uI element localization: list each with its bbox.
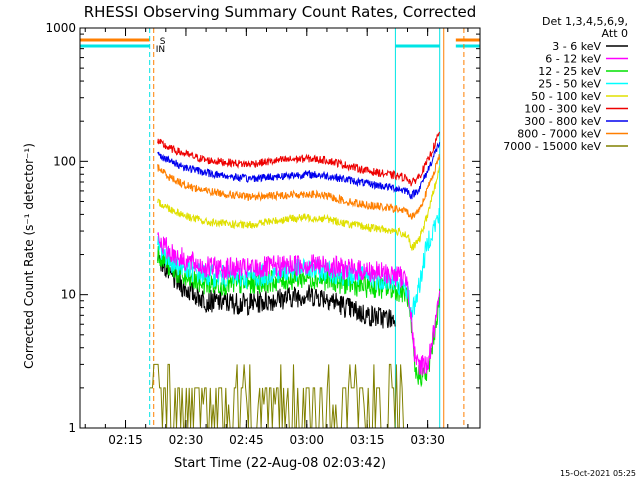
axes: 1 10 100 1000 02:15 02:30 02:45 03:00 03:15 03:30 [45,21,480,447]
x-tick-label: 02:30 [169,433,204,447]
legend-header-line-2: Att 0 [602,27,628,40]
legend-entry-label: 3 - 6 keV [552,40,601,53]
y-tick-label: 10 [61,288,76,302]
data-series: SIN [80,28,480,429]
x-tick-label: 03:30 [410,433,445,447]
s-marker-label: S [160,37,166,47]
series-line-12-25keV [157,245,441,388]
series-line-7000-15000keV [149,363,404,429]
in-marker-label: IN [156,45,165,55]
legend-header-line-1: Det 1,3,4,5,6,9, [542,15,628,28]
legend-entry-label: 300 - 800 keV [524,115,601,128]
series-line-300-800keV [157,142,441,200]
legend-entry-label: 50 - 100 keV [531,90,601,103]
legend-entry-label: 800 - 7000 keV [517,128,601,141]
series-line-800-7000keV [157,154,441,220]
y-tick-label: 1000 [45,21,76,35]
y-tick-label: 1 [68,421,76,435]
legend-entry-label: 6 - 12 keV [545,53,601,66]
x-tick-label: 02:15 [108,433,143,447]
series-line-6-12keV [157,232,441,376]
plot-frame [79,27,481,429]
x-axis-label: Start Time (22-Aug-08 02:03:42) [174,456,386,471]
chart-title: RHESSI Observing Summary Count Rates, Co… [84,3,477,21]
series-line-100-300keV [157,131,441,187]
legend-entry-label: 100 - 300 keV [524,103,601,116]
legend-entry-label: 12 - 25 keV [538,65,601,78]
x-tick-label: 02:45 [229,433,264,447]
x-tick-label: 03:15 [350,433,385,447]
series-line-50-100keV [157,165,441,251]
y-axis-label: Corrected Count Rate (s⁻¹ detector⁻¹) [22,143,36,369]
render-timestamp: 15-Oct-2021 05:25 [560,469,636,478]
x-tick-label: 03:00 [289,433,324,447]
legend-entry-label: 7000 - 15000 keV [503,140,601,153]
legend-entry-label: 25 - 50 keV [538,78,601,91]
y-tick-label: 100 [53,154,76,168]
